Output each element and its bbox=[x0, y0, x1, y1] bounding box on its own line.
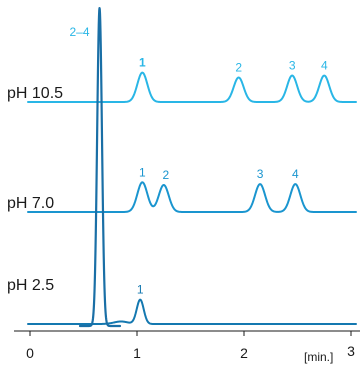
peak-label: 2–4 bbox=[69, 25, 89, 39]
series-label-ph-7-0: pH 7.0 bbox=[7, 195, 54, 212]
x-tick-label: 1 bbox=[133, 345, 141, 361]
peak-label: 2 bbox=[235, 61, 242, 75]
peak-label: 4 bbox=[292, 167, 299, 181]
peak-label: 3 bbox=[289, 59, 296, 73]
trace-ph-10-5 bbox=[27, 71, 357, 103]
peak-label: 2 bbox=[162, 168, 169, 182]
peak-2-4-spike bbox=[78, 6, 122, 328]
series-label-ph-10-5: pH 10.5 bbox=[7, 85, 63, 102]
traces bbox=[27, 6, 357, 328]
peak-labels: 2–4 1 2 3 4 1 2 3 4 1 bbox=[69, 25, 327, 297]
trace-ph-7-0 bbox=[27, 181, 357, 213]
peak-label: 1 bbox=[139, 165, 146, 179]
peak-label: 4 bbox=[321, 59, 328, 73]
x-tick-label: 2 bbox=[240, 345, 248, 361]
x-ticks: 0 1 2 3 bbox=[26, 331, 355, 361]
x-tick-label: 3 bbox=[347, 343, 355, 359]
trace-ph-2-5 bbox=[27, 298, 357, 325]
x-axis: 0 1 2 3 [min.] bbox=[14, 330, 360, 364]
x-axis-unit-label: [min.] bbox=[304, 350, 333, 364]
series-labels: pH 10.5 pH 7.0 pH 2.5 bbox=[7, 85, 63, 294]
peak-label: 1 bbox=[137, 283, 144, 297]
peak-label: 1 bbox=[139, 56, 146, 70]
series-label-ph-2-5: pH 2.5 bbox=[7, 277, 54, 294]
peak-label: 3 bbox=[257, 167, 264, 181]
x-tick-label: 0 bbox=[26, 345, 34, 361]
